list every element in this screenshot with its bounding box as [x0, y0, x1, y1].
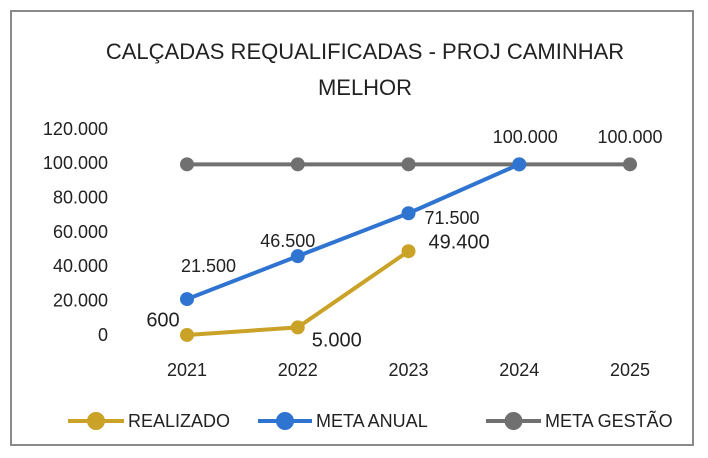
data-point	[180, 157, 194, 172]
data-label: 71.500	[425, 208, 480, 228]
y-tick-label: 80.000	[53, 187, 108, 207]
data-point	[401, 206, 416, 221]
legend-label: META GESTÃO	[545, 410, 673, 431]
series-line	[186, 162, 521, 301]
data-point	[290, 249, 305, 264]
y-tick-label: 60.000	[53, 222, 108, 242]
data-point	[180, 327, 194, 342]
y-tick-label: 0	[98, 325, 108, 345]
data-point	[180, 292, 194, 307]
y-tick-label: 40.000	[53, 256, 108, 276]
y-tick-label: 120.000	[43, 119, 108, 139]
x-tick-label: 2021	[167, 360, 207, 380]
data-point	[512, 157, 527, 172]
y-tick-label: 20.000	[53, 290, 108, 310]
data-point	[290, 157, 305, 172]
data-label: 49.400	[429, 231, 490, 253]
x-tick-label: 2022	[278, 360, 318, 380]
y-tick-label: 100.000	[43, 153, 108, 173]
legend-label: META ANUAL	[316, 411, 428, 431]
data-label: 46.500	[260, 231, 315, 251]
chart-title: CALÇADAS REQUALIFICADAS - PROJ CAMINHAR …	[105, 39, 625, 100]
data-label: 5.000	[312, 330, 362, 352]
legend-marker	[87, 412, 105, 430]
x-tick-label: 2023	[388, 360, 428, 380]
legend-label: REALIZADO	[128, 411, 230, 431]
data-point	[401, 244, 416, 259]
data-point	[401, 157, 416, 172]
data-label: 100.000	[597, 127, 662, 147]
legend-marker	[504, 412, 523, 430]
data-label: 600	[146, 309, 179, 331]
x-tick-label: 2024	[499, 360, 539, 380]
data-label: 21.500	[181, 256, 236, 276]
data-label: 100.000	[493, 127, 558, 147]
chart-frame	[10, 10, 694, 446]
x-tick-label: 2025	[610, 360, 650, 380]
data-point	[623, 157, 637, 172]
data-point	[290, 320, 305, 335]
legend-marker	[276, 412, 294, 430]
